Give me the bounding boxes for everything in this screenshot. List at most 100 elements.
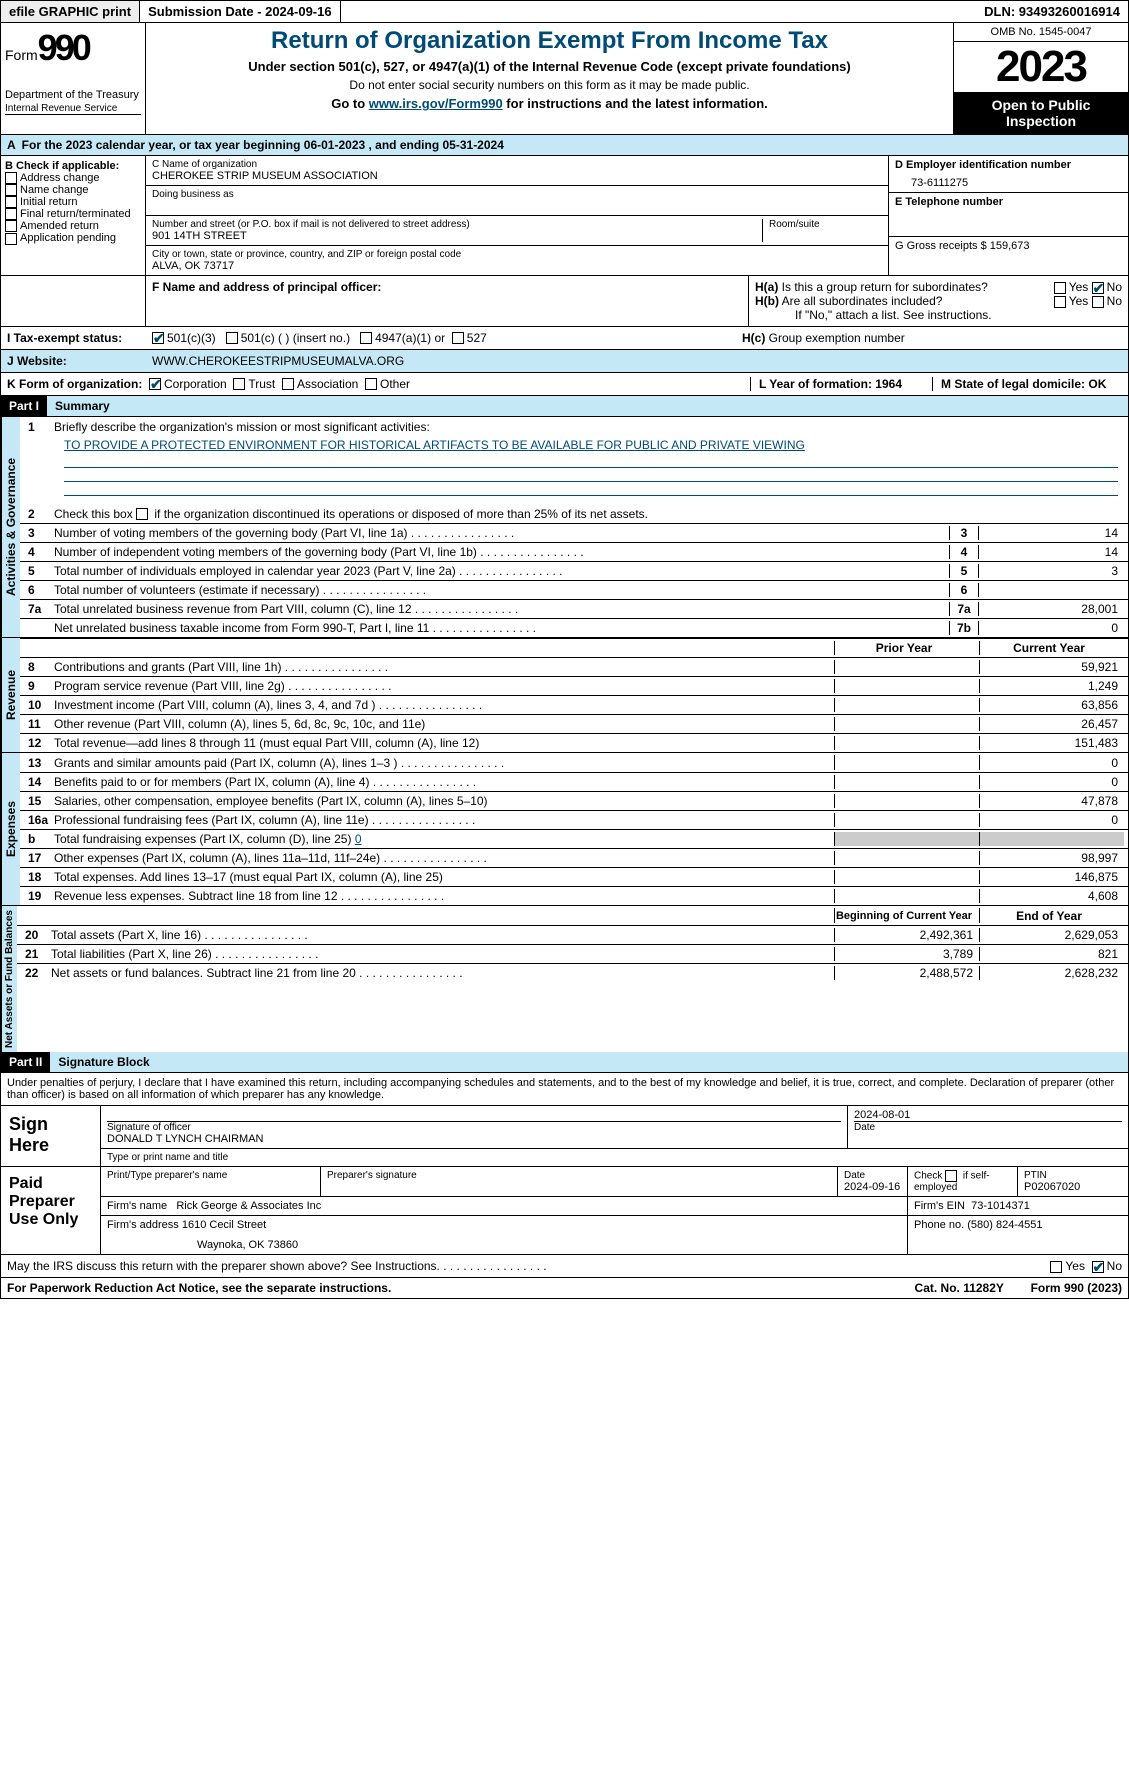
chk-discuss-no[interactable] xyxy=(1092,1261,1104,1273)
prep-date: 2024-09-16 xyxy=(844,1181,901,1193)
hdr-curr: Current Year xyxy=(979,641,1124,655)
form-header: Form990 Department of the Treasury Inter… xyxy=(0,23,1129,135)
chk-initial-return[interactable] xyxy=(5,196,17,208)
val-7b: 0 xyxy=(979,621,1124,635)
dln: DLN: 93493260016914 xyxy=(976,1,1128,22)
ein-value: 73-6111275 xyxy=(895,171,1122,189)
org-name: CHEROKEE STRIP MUSEUM ASSOCIATION xyxy=(152,170,882,182)
k-l-m-row: K Form of organization: Corporation Trus… xyxy=(0,373,1129,396)
chk-ha-no[interactable] xyxy=(1092,282,1104,294)
val-20p: 2,492,361 xyxy=(834,928,979,942)
val-16a: 0 xyxy=(979,813,1124,827)
org-name-label: C Name of organization xyxy=(152,159,882,170)
val-13: 0 xyxy=(979,755,1124,770)
submission-date: Submission Date - 2024-09-16 xyxy=(140,1,341,22)
chk-501c[interactable] xyxy=(226,332,238,344)
h-note: If "No," attach a list. See instructions… xyxy=(755,308,1122,322)
box-m: M State of legal domicile: OK xyxy=(932,377,1122,391)
subtitle-2: Do not enter social security numbers on … xyxy=(156,78,943,92)
val-22p: 2,488,572 xyxy=(834,966,979,980)
tab-revenue: Revenue xyxy=(1,638,20,752)
firm-addr1: 1610 Cecil Street xyxy=(182,1219,266,1231)
val-4: 14 xyxy=(979,545,1124,559)
val-11: 26,457 xyxy=(979,717,1124,731)
chk-hb-yes[interactable] xyxy=(1054,296,1066,308)
k-label: K Form of organization: xyxy=(7,377,142,391)
section-b-to-g: B Check if applicable: Address change Na… xyxy=(0,156,1129,276)
val-18: 146,875 xyxy=(979,870,1124,884)
chk-4947[interactable] xyxy=(360,332,372,344)
city-label: City or town, state or province, country… xyxy=(152,249,882,260)
h-a: H(a) Is this a group return for subordin… xyxy=(755,280,1054,294)
val-14: 0 xyxy=(979,775,1124,789)
val-12: 151,483 xyxy=(979,736,1124,750)
val-6 xyxy=(979,583,1124,597)
perjury-text: Under penalties of perjury, I declare th… xyxy=(0,1073,1129,1106)
chk-amended[interactable] xyxy=(5,220,17,232)
val-10: 63,856 xyxy=(979,698,1124,712)
j-label: J Website: xyxy=(7,354,152,368)
chk-discuss-yes[interactable] xyxy=(1050,1261,1062,1273)
room-label: Room/suite xyxy=(762,219,882,242)
chk-trust[interactable] xyxy=(233,378,245,390)
sign-date: 2024-08-01 xyxy=(854,1109,1122,1121)
chk-self-emp[interactable] xyxy=(945,1170,957,1182)
phone-label: E Telephone number xyxy=(895,196,1122,208)
tab-governance: Activities & Governance xyxy=(1,417,20,637)
ein-label: D Employer identification number xyxy=(895,159,1122,171)
val-17: 98,997 xyxy=(979,851,1124,865)
org-city: ALVA, OK 73717 xyxy=(152,260,882,272)
chk-name-change[interactable] xyxy=(5,184,17,196)
form-number: 990 xyxy=(38,27,89,68)
paid-preparer-block: Paid Preparer Use Only Print/Type prepar… xyxy=(0,1167,1129,1255)
firm-name: Rick George & Associates Inc xyxy=(176,1200,321,1212)
summary-table: Activities & Governance 1Briefly describ… xyxy=(0,417,1129,1052)
addr-label: Number and street (or P.O. box if mail i… xyxy=(152,219,762,230)
chk-other[interactable] xyxy=(365,378,377,390)
website-value: WWW.CHEROKEESTRIPMUSEUMALVA.ORG xyxy=(152,354,404,368)
subtitle-3: Go to www.irs.gov/Form990 for instructio… xyxy=(156,96,943,111)
val-20c: 2,629,053 xyxy=(979,928,1124,942)
val-3: 14 xyxy=(979,526,1124,540)
val-22c: 2,628,232 xyxy=(979,966,1124,980)
irs-link[interactable]: www.irs.gov/Form990 xyxy=(369,96,503,111)
omb-number: OMB No. 1545-0047 xyxy=(954,23,1128,42)
h-c: H(c) Group exemption number xyxy=(742,331,1122,345)
val-19: 4,608 xyxy=(979,889,1124,903)
val-8: 59,921 xyxy=(979,660,1124,674)
val-9: 1,249 xyxy=(979,679,1124,693)
hdr-prior: Prior Year xyxy=(834,641,979,655)
chk-assoc[interactable] xyxy=(282,378,294,390)
tab-net-assets: Net Assets or Fund Balances xyxy=(1,906,17,1052)
chk-527[interactable] xyxy=(452,332,464,344)
i-label: I Tax-exempt status: xyxy=(7,331,152,345)
footer: For Paperwork Reduction Act Notice, see … xyxy=(0,1278,1129,1299)
mission-text: TO PROVIDE A PROTECTED ENVIRONMENT FOR H… xyxy=(20,436,1128,454)
chk-hb-no[interactable] xyxy=(1092,296,1104,308)
tab-expenses: Expenses xyxy=(1,753,20,905)
gross-receipts: G Gross receipts $ 159,673 xyxy=(895,240,1122,252)
firm-ein: 73-1014371 xyxy=(971,1200,1030,1212)
hdr-end: End of Year xyxy=(979,908,1124,923)
chk-ha-yes[interactable] xyxy=(1054,282,1066,294)
chk-501c3[interactable] xyxy=(152,332,164,344)
ptin: P02067020 xyxy=(1024,1181,1122,1193)
part2-header: Part IISignature Block xyxy=(0,1052,1129,1073)
h-b: H(b) Are all subordinates included? xyxy=(755,294,1054,308)
dba-label: Doing business as xyxy=(152,189,882,200)
subtitle-1: Under section 501(c), 527, or 4947(a)(1)… xyxy=(156,59,943,74)
val-5: 3 xyxy=(979,564,1124,578)
officer-name: DONALD T LYNCH CHAIRMAN xyxy=(107,1133,841,1145)
box-b-label: B Check if applicable: xyxy=(5,160,141,172)
box-l: L Year of formation: 1964 xyxy=(750,377,932,391)
chk-corp[interactable] xyxy=(149,378,161,390)
chk-final-return[interactable] xyxy=(5,208,17,220)
tax-exempt-row: I Tax-exempt status: 501(c)(3) 501(c) ( … xyxy=(0,327,1129,350)
chk-address-change[interactable] xyxy=(5,172,17,184)
efile-button[interactable]: efile GRAPHIC print xyxy=(1,1,140,22)
open-inspection: Open to Public Inspection xyxy=(954,92,1128,134)
chk-app-pending[interactable] xyxy=(5,233,17,245)
firm-addr2: Waynoka, OK 73860 xyxy=(107,1231,901,1251)
header-bar: efile GRAPHIC print Submission Date - 20… xyxy=(0,0,1129,23)
chk-discontinued[interactable] xyxy=(136,508,148,520)
